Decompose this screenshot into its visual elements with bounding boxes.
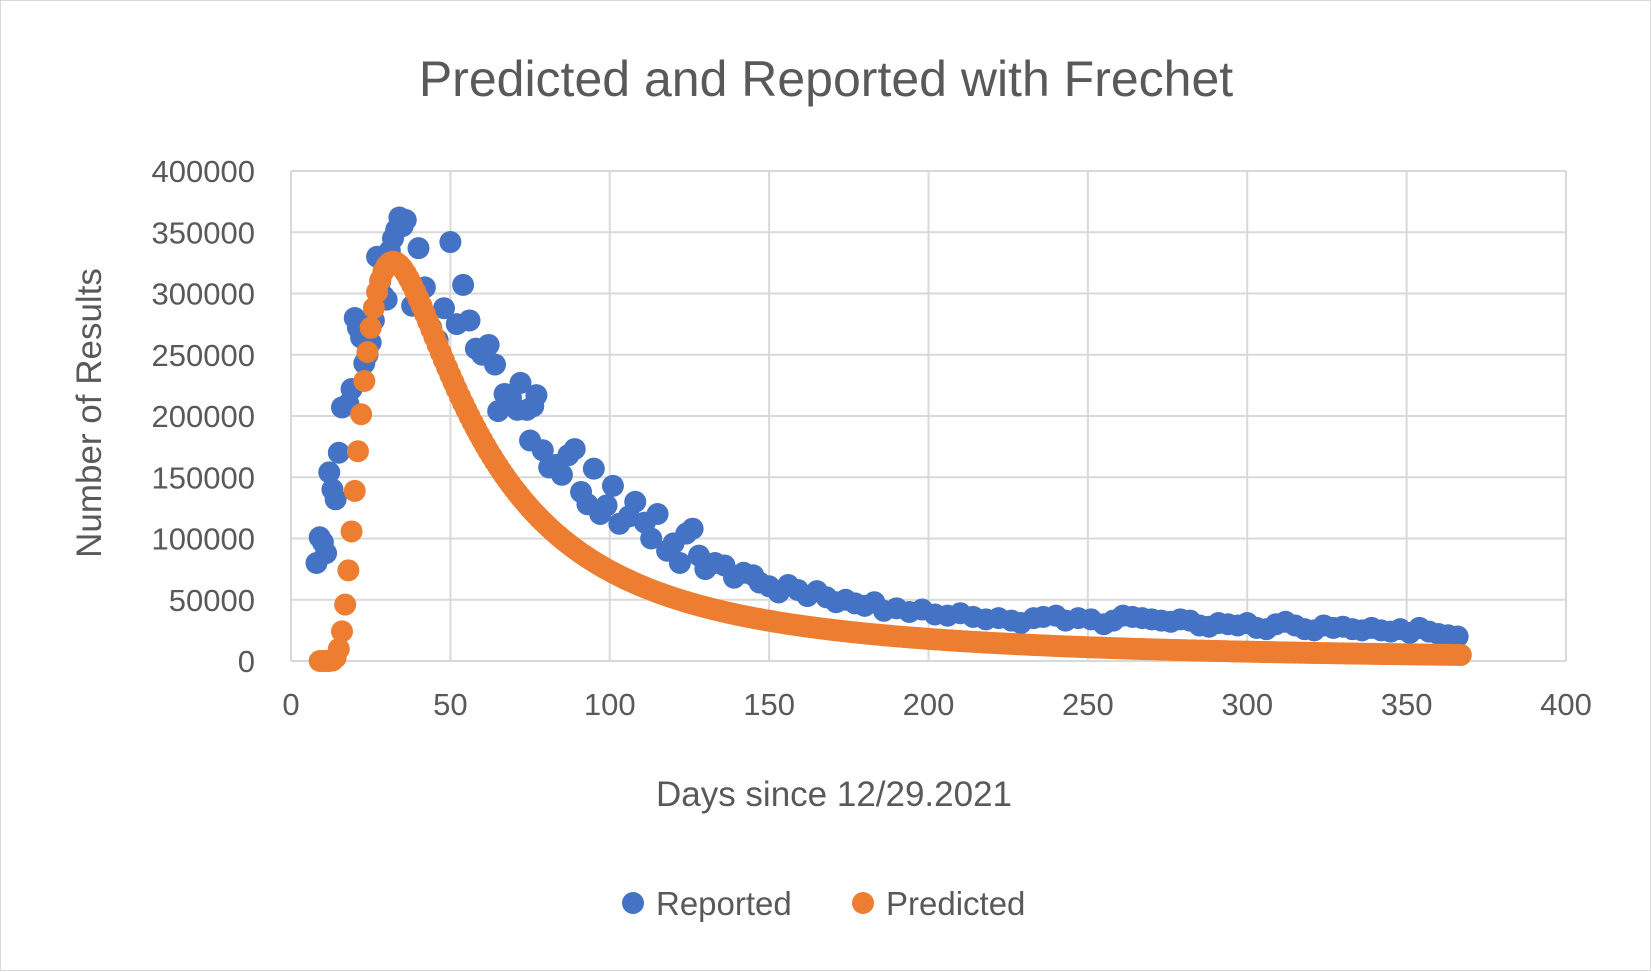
predicted-point xyxy=(337,559,360,582)
x-tick-label: 200 xyxy=(903,687,955,722)
series-reported xyxy=(305,206,1469,648)
reported-point xyxy=(668,552,691,574)
legend-marker-reported xyxy=(622,892,644,914)
y-tick-label: 300000 xyxy=(152,277,255,312)
reported-point xyxy=(433,297,455,320)
reported-point xyxy=(324,488,347,511)
reported-point xyxy=(509,371,532,394)
x-tick-label: 250 xyxy=(1062,687,1114,722)
y-tick-label: 100000 xyxy=(152,522,255,557)
reported-point xyxy=(407,237,430,260)
reported-point xyxy=(640,527,663,550)
x-tick-label: 400 xyxy=(1540,687,1592,722)
reported-point xyxy=(484,353,506,376)
reported-point xyxy=(525,384,548,407)
predicted-point xyxy=(331,620,353,643)
y-axis-tick-labels: 0 50000 100000 150000 200000 250000 300000 3500… xyxy=(152,154,255,679)
predicted-point xyxy=(346,440,369,463)
reported-point xyxy=(582,457,605,480)
y-tick-label: 350000 xyxy=(152,215,255,250)
reported-point xyxy=(1446,625,1469,648)
reported-point xyxy=(452,273,475,296)
y-tick-label: 150000 xyxy=(152,460,255,495)
legend-marker-predicted xyxy=(852,892,874,914)
reported-point xyxy=(563,438,586,461)
reported-point xyxy=(681,517,704,540)
predicted-point xyxy=(343,479,366,502)
predicted-point xyxy=(340,520,363,543)
series-predicted xyxy=(308,250,1472,672)
predicted-point xyxy=(1449,643,1472,666)
legend: Reported Predicted xyxy=(622,885,1025,922)
predicted-point xyxy=(356,341,379,364)
y-tick-label: 400000 xyxy=(152,154,255,189)
reported-point xyxy=(595,494,618,517)
y-tick-label: 200000 xyxy=(152,399,255,434)
x-tick-label: 0 xyxy=(282,687,299,722)
x-tick-label: 100 xyxy=(584,687,636,722)
x-tick-label: 150 xyxy=(743,687,795,722)
reported-point xyxy=(531,439,554,462)
reported-point xyxy=(601,474,624,497)
legend-label-predicted: Predicted xyxy=(886,885,1025,922)
reported-point xyxy=(458,309,481,332)
x-tick-label: 350 xyxy=(1381,687,1433,722)
reported-point xyxy=(439,231,462,254)
x-tick-label: 300 xyxy=(1221,687,1273,722)
reported-point xyxy=(477,333,500,356)
x-axis-tick-labels: 0 50 100 150 200 250 300 350 400 xyxy=(282,687,1591,722)
predicted-point xyxy=(353,370,376,393)
gridlines xyxy=(291,170,1567,661)
reported-point xyxy=(646,503,669,525)
x-axis-title: Days since 12/29.2021 xyxy=(656,775,1012,814)
reported-point xyxy=(318,461,341,484)
y-tick-label: 50000 xyxy=(169,583,255,618)
reported-point xyxy=(327,441,350,464)
reported-point xyxy=(315,542,338,565)
chart-title: Predicted and Reported with Frechet xyxy=(419,51,1233,107)
y-tick-label: 250000 xyxy=(152,338,255,373)
reported-point xyxy=(550,463,573,486)
predicted-point xyxy=(359,316,382,339)
predicted-point xyxy=(327,637,350,660)
y-tick-label: 0 xyxy=(238,644,255,679)
predicted-point xyxy=(334,593,357,616)
reported-point xyxy=(394,209,417,231)
legend-label-reported: Reported xyxy=(656,885,792,922)
predicted-point xyxy=(350,403,373,426)
x-tick-label: 50 xyxy=(433,687,467,722)
y-axis-title: Number of Results xyxy=(70,268,109,558)
reported-point xyxy=(624,490,647,513)
